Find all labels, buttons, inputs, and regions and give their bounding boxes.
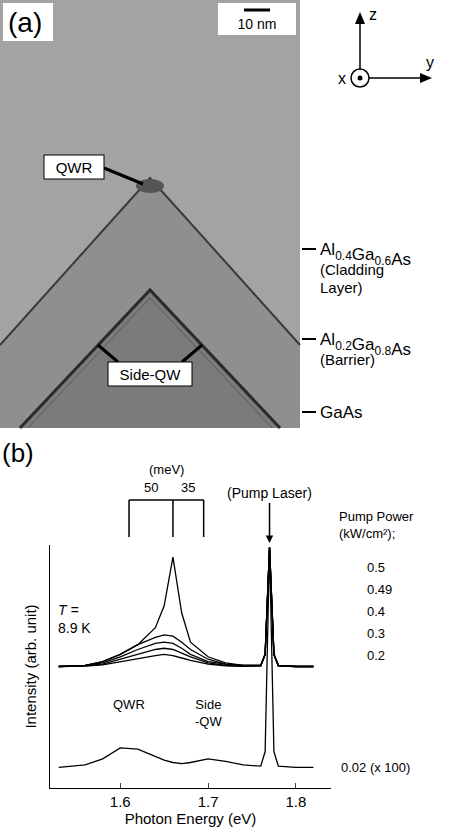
svg-text:T =8.9 K: T =8.9 K — [58, 602, 91, 636]
svg-text:0.2: 0.2 — [367, 648, 385, 663]
svg-text:1.8: 1.8 — [285, 793, 306, 810]
svg-text:Pump Power(kW/cm²);: Pump Power(kW/cm²); — [339, 509, 414, 541]
svg-text:Photon Energy (eV): Photon Energy (eV) — [125, 810, 257, 827]
svg-text:(Pump Laser): (Pump Laser) — [227, 485, 312, 501]
svg-text:(b): (b) — [2, 438, 34, 468]
svg-text:(a): (a) — [8, 7, 42, 38]
svg-text:0.3: 0.3 — [367, 626, 385, 641]
svg-text:1.6: 1.6 — [110, 793, 131, 810]
svg-text:(CladdingLayer): (CladdingLayer) — [320, 261, 384, 296]
svg-text:0.02 (x 100): 0.02 (x 100) — [341, 760, 410, 775]
svg-text:Al0.4Ga0.6As: Al0.4Ga0.6As — [320, 240, 411, 269]
svg-text:GaAs: GaAs — [320, 403, 363, 422]
svg-text:(meV): (meV) — [149, 462, 184, 477]
svg-text:0.5: 0.5 — [367, 560, 385, 575]
svg-text:50: 50 — [144, 480, 158, 495]
svg-text:0.49: 0.49 — [367, 582, 392, 597]
svg-text:(Barrier): (Barrier) — [320, 351, 375, 368]
svg-text:QWR: QWR — [113, 697, 145, 712]
svg-text:Side-QW: Side-QW — [195, 697, 222, 729]
svg-text:1.7: 1.7 — [198, 793, 219, 810]
svg-text:QWR: QWR — [56, 159, 93, 176]
svg-text:x: x — [338, 70, 346, 87]
svg-text:35: 35 — [181, 480, 195, 495]
svg-text:10 nm: 10 nm — [238, 16, 277, 32]
svg-text:Al0.2Ga0.8As: Al0.2Ga0.8As — [320, 330, 411, 359]
svg-text:0.4: 0.4 — [367, 604, 385, 619]
svg-text:Side-QW: Side-QW — [120, 366, 182, 383]
svg-text:Intensity (arb. unit): Intensity (arb. unit) — [22, 604, 39, 728]
svg-text:y: y — [426, 54, 434, 71]
svg-text:z: z — [369, 6, 377, 23]
